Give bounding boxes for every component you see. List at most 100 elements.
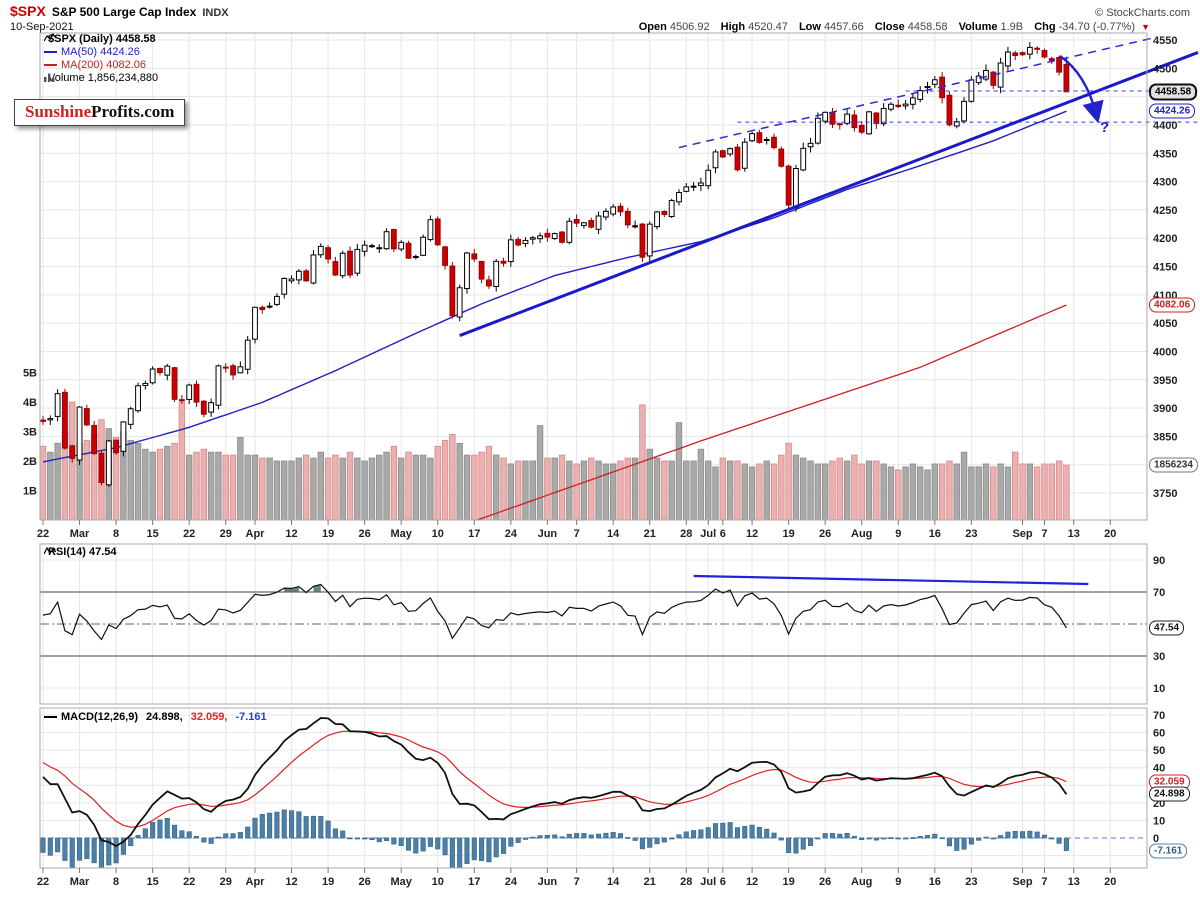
- svg-text:Jul: Jul: [700, 528, 716, 540]
- macd-histogram-layer: [40, 809, 1147, 868]
- svg-text:Jun: Jun: [538, 528, 558, 540]
- svg-text:26: 26: [819, 528, 831, 540]
- svg-text:29: 29: [220, 528, 232, 540]
- svg-text:22: 22: [183, 876, 195, 888]
- svg-text:40: 40: [1153, 763, 1165, 775]
- close-label: Close: [874, 21, 905, 33]
- ma50-line-icon: [44, 51, 57, 53]
- svg-text:Apr: Apr: [246, 528, 266, 540]
- svg-text:70: 70: [1153, 710, 1165, 722]
- ma200-line-icon: [44, 64, 57, 66]
- svg-text:30: 30: [1153, 651, 1165, 663]
- index-name-label: S&P 500 Large Cap Index: [51, 5, 197, 19]
- svg-text:26: 26: [359, 528, 371, 540]
- tag-ma200: 4082.06: [1149, 297, 1196, 313]
- svg-text:4250: 4250: [1153, 205, 1177, 217]
- svg-text:3B: 3B: [23, 427, 37, 439]
- svg-text:21: 21: [644, 528, 656, 540]
- svg-text:6: 6: [720, 528, 726, 540]
- annotations-layer: ?: [459, 37, 1199, 337]
- svg-text:Jul: Jul: [700, 876, 716, 888]
- svg-text:May: May: [390, 876, 412, 888]
- svg-text:23: 23: [965, 528, 977, 540]
- svg-text:19: 19: [782, 528, 794, 540]
- sunshineprofits-logo: SunshineProfits.com: [14, 99, 186, 126]
- svg-text:19: 19: [322, 876, 334, 888]
- svg-text:12: 12: [746, 876, 758, 888]
- svg-text:5B: 5B: [23, 368, 37, 380]
- high-value: 4520.47: [748, 21, 788, 33]
- svg-text:16: 16: [929, 528, 941, 540]
- legend-macd-hist: -7.161: [235, 711, 267, 723]
- svg-text:23: 23: [965, 876, 977, 888]
- svg-text:3850: 3850: [1153, 431, 1177, 443]
- svg-text:17: 17: [468, 528, 480, 540]
- tag-macd-hist: -7.161: [1149, 843, 1188, 859]
- header-row: $SPX S&P 500 Large Cap Index INDX © Stoc…: [10, 3, 1190, 19]
- svg-text:50: 50: [1153, 745, 1165, 757]
- svg-text:10: 10: [432, 528, 444, 540]
- tag-macd: 24.898: [1149, 786, 1190, 802]
- svg-text:22: 22: [183, 528, 195, 540]
- svg-text:3900: 3900: [1153, 403, 1177, 415]
- legend-macd-row: MACD(12,26,9) 24.898, 32.059, -7.161: [44, 711, 267, 723]
- legend-macd-value: 24.898,: [146, 711, 183, 723]
- svg-text:3950: 3950: [1153, 375, 1177, 387]
- logo-part2: Profits.com: [91, 102, 175, 121]
- logo-part1: Sunshine: [25, 102, 92, 121]
- svg-text:28: 28: [680, 876, 692, 888]
- svg-text:14: 14: [607, 876, 620, 888]
- svg-text:Mar: Mar: [70, 876, 90, 888]
- svg-text:13: 13: [1068, 876, 1080, 888]
- svg-text:10: 10: [1153, 683, 1165, 695]
- svg-text:Aug: Aug: [851, 528, 872, 540]
- legend-volume: Volume 1,856,234,880: [48, 72, 159, 84]
- tag-volume: 1856234: [1149, 457, 1198, 473]
- svg-text:7: 7: [574, 528, 580, 540]
- svg-text:22: 22: [37, 528, 49, 540]
- tag-rsi: 47.54: [1149, 620, 1185, 636]
- svg-text:4000: 4000: [1153, 346, 1177, 358]
- svg-text:4150: 4150: [1153, 262, 1177, 274]
- tag-ma50: 4424.26: [1149, 103, 1196, 119]
- svg-text:13: 13: [1068, 528, 1080, 540]
- legend-macd-signal: 32.059,: [190, 711, 228, 723]
- svg-text:16: 16: [929, 876, 941, 888]
- chart-date-label: 10-Sep-2021: [10, 21, 74, 33]
- copyright-label: © StockCharts.com: [1095, 7, 1190, 19]
- svg-text:14: 14: [607, 528, 620, 540]
- svg-text:4550: 4550: [1153, 35, 1177, 47]
- svg-text:26: 26: [819, 876, 831, 888]
- svg-text:10: 10: [432, 876, 444, 888]
- legend-ma200-row: MA(200) 4082.06: [44, 59, 146, 71]
- svg-text:19: 19: [782, 876, 794, 888]
- svg-text:60: 60: [1153, 728, 1165, 740]
- svg-text:May: May: [390, 528, 412, 540]
- svg-text:4B: 4B: [23, 397, 37, 409]
- svg-text:4400: 4400: [1153, 120, 1177, 132]
- symbol-label: $SPX: [10, 3, 46, 19]
- svg-text:4500: 4500: [1153, 63, 1177, 75]
- svg-text:19: 19: [322, 528, 334, 540]
- svg-text:4200: 4200: [1153, 233, 1177, 245]
- legend-volume-row: Volume 1,856,234,880: [44, 72, 158, 84]
- svg-text:70: 70: [1153, 587, 1165, 599]
- svg-text:10: 10: [1153, 815, 1165, 827]
- high-label: High: [720, 21, 746, 33]
- open-label: Open: [638, 21, 667, 33]
- quote-row: 10-Sep-2021 Open 4506.92 High 4520.47 Low 4…: [10, 21, 1150, 33]
- legend-main: $SPX (Daily) 4458.58: [48, 33, 156, 45]
- macd-line-icon: [44, 716, 57, 718]
- svg-text:22: 22: [37, 876, 49, 888]
- svg-text:12: 12: [285, 876, 297, 888]
- volume-label: Volume: [958, 21, 998, 33]
- grid-layer: [40, 33, 1147, 868]
- candles-layer: [40, 41, 1070, 487]
- svg-text:Aug: Aug: [851, 876, 872, 888]
- svg-text:29: 29: [220, 876, 232, 888]
- low-label: Low: [798, 21, 821, 33]
- close-value: 4458.58: [907, 21, 948, 33]
- macd-lines-layer: [42, 717, 1068, 848]
- svg-text:3750: 3750: [1153, 488, 1177, 500]
- svg-text:8: 8: [113, 876, 119, 888]
